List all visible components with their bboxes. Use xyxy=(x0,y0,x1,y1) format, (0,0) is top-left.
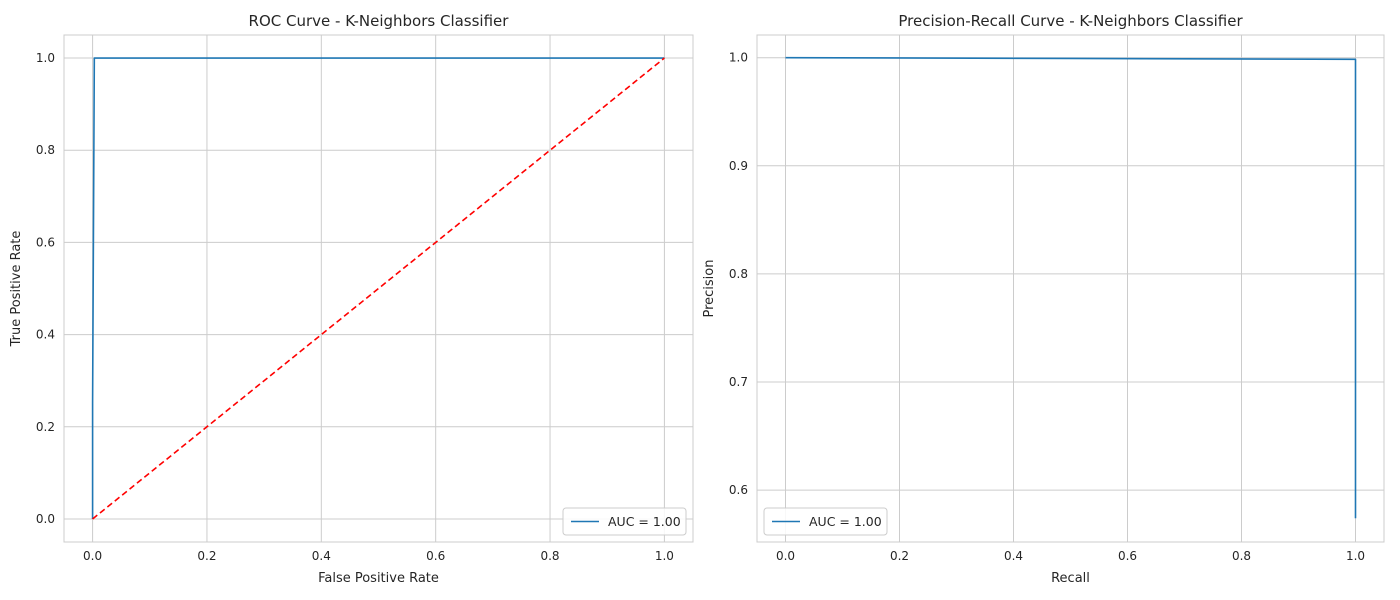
y-tick-label: 0.4 xyxy=(36,328,55,342)
x-tick-label: 0.8 xyxy=(540,549,559,563)
legend-box xyxy=(763,507,888,536)
x-tick-label: 0.0 xyxy=(776,549,795,563)
x-tick-label: 0.4 xyxy=(1004,549,1023,563)
x-tick-label: 0.8 xyxy=(1232,549,1251,563)
series-line xyxy=(91,57,665,519)
y-tick-label: 0.7 xyxy=(729,375,748,389)
legend-label: AUC = 1.00 xyxy=(809,514,882,529)
x-axis-label: Recall xyxy=(1051,571,1090,586)
y-tick-label: 0.6 xyxy=(729,483,748,497)
gridlines xyxy=(757,35,1384,542)
x-tick-label: 0.2 xyxy=(890,549,909,563)
legend-label: AUC = 1.00 xyxy=(608,514,681,529)
x-tick-label: 0.6 xyxy=(1118,549,1137,563)
y-tick-label: 0.6 xyxy=(36,235,55,249)
y-tick-label: 0.9 xyxy=(729,159,748,173)
series-line xyxy=(785,56,1357,519)
diagonal-reference-line xyxy=(92,57,665,520)
plot-frame xyxy=(63,34,694,543)
chart-title: Precision-Recall Curve - K-Neighbors Cla… xyxy=(898,12,1243,30)
y-tick-label: 1.0 xyxy=(729,51,748,65)
x-tick-label: 1.0 xyxy=(655,549,674,563)
y-axis-label: True Positive Rate xyxy=(9,231,24,348)
y-tick-label: 0.8 xyxy=(729,267,748,281)
y-tick-label: 0.2 xyxy=(36,420,55,434)
x-tick-label: 0.0 xyxy=(83,549,102,563)
y-tick-label: 0.8 xyxy=(36,143,55,157)
x-tick-label: 0.4 xyxy=(312,549,331,563)
legend: AUC = 1.00 xyxy=(562,507,687,536)
x-tick-label: 0.2 xyxy=(197,549,216,563)
chart-title: ROC Curve - K-Neighbors Classifier xyxy=(249,12,510,30)
x-tick-label: 0.6 xyxy=(426,549,445,563)
plot-frame xyxy=(756,34,1385,543)
x-axis-label: False Positive Rate xyxy=(318,571,439,586)
y-tick-label: 1.0 xyxy=(36,51,55,65)
chart-panel-1: 0.0 0.2 0.4 0.6 0.8 1.0 0.6 0.7 0.8 0.9 1.0 Precisi… xyxy=(702,12,1385,586)
chart-panel-0: 0.0 0.2 0.4 0.6 0.8 1.0 0.0 0.2 0.4 0.6 0.8 1.0 ROC … xyxy=(9,12,694,586)
legend-box xyxy=(562,507,687,536)
x-tick-label: 1.0 xyxy=(1346,549,1365,563)
y-axis-label: Precision xyxy=(702,259,717,317)
legend: AUC = 1.00 xyxy=(763,507,888,536)
y-tick-label: 0.0 xyxy=(36,512,55,526)
